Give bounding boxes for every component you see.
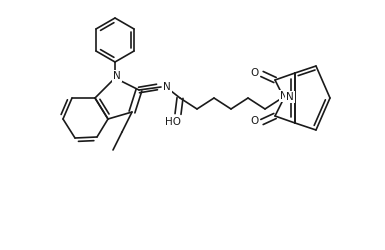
Text: O: O	[251, 116, 259, 126]
Text: N: N	[286, 92, 294, 102]
Text: N: N	[113, 71, 121, 81]
Text: N: N	[280, 91, 288, 101]
Text: N: N	[163, 82, 171, 92]
Text: O: O	[251, 68, 259, 78]
Text: HO: HO	[165, 117, 181, 127]
